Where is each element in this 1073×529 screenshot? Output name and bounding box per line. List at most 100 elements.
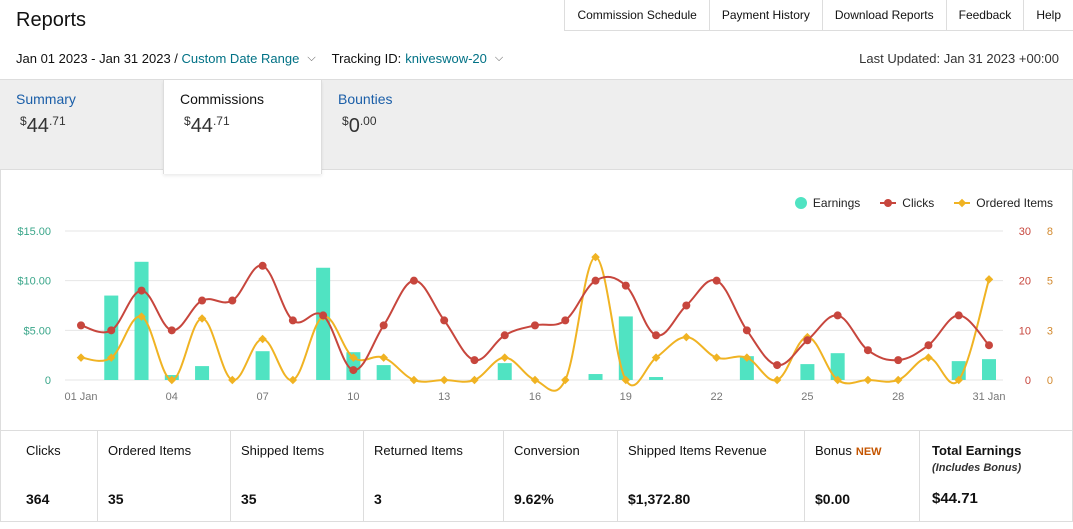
nav-payment-history[interactable]: Payment History [710,0,823,30]
clicks-point [379,321,388,330]
y-left-tick-label: 0 [45,375,51,387]
clicks-point [500,331,509,340]
tab-summary-label[interactable]: Summary [16,91,76,107]
chevron-down-icon[interactable]: ⌵ [494,52,504,64]
clicks-point [803,336,812,345]
stat-shipped-revenue-label: Shipped Items Revenue [628,443,767,458]
chevron-down-icon[interactable]: ⌵ [307,52,316,64]
stat-shipped-items-value: 35 [241,491,257,507]
x-tick-label: 22 [710,391,722,403]
ordered-items-point [167,375,177,385]
legend-clicks[interactable]: Clicks [880,196,934,210]
clicks-point [985,341,993,350]
tracking-id-label: Tracking ID: [331,51,402,66]
stat-bonus-value: $0.00 [815,491,851,507]
nav-download-reports[interactable]: Download Reports [823,0,947,30]
nav-feedback[interactable]: Feedback [947,0,1025,30]
legend-clicks-label: Clicks [902,196,935,210]
clicks-point [167,326,176,335]
earnings-bar [800,364,815,380]
earnings-bar [649,377,664,380]
clicks-point [409,276,418,285]
tab-bounties-label[interactable]: Bounties [338,91,393,107]
y-left-tick-label: $15.00 [17,226,51,238]
clicks-line [80,264,990,372]
earnings-bar [588,374,603,380]
legend-ordered-items[interactable]: Ordered Items [954,196,1053,210]
legend-ordered-items-label: Ordered Items [976,196,1053,210]
clicks-point [712,276,721,285]
stat-conversion-label: Conversion [514,443,580,458]
ordered-items-point [379,353,388,362]
chart-legend: Earnings Clicks Ordered Items [775,196,1053,210]
earnings-bar [255,351,270,380]
clicks-point [652,331,661,340]
stats-row: Clicks 364 Ordered Items 35 Shipped Item… [0,430,1073,522]
y-left-tick-label: $5.00 [23,325,51,337]
ordered-items-point [893,375,903,385]
legend-ordered-items-swatch [954,202,971,204]
clicks-point [894,356,903,365]
ordered-items-point [258,334,267,344]
x-tick-label: 01 Jan [64,391,97,403]
stat-returned-items-label: Returned Items [374,443,463,458]
x-tick-label: 13 [438,391,450,403]
legend-earnings[interactable]: Earnings [794,196,860,210]
x-tick-label: 19 [620,391,632,403]
clicks-point [773,361,782,370]
clicks-point [591,276,600,285]
clicks-point [621,281,630,290]
stat-total-earnings-value: $44.71 [932,490,978,507]
tab-bounties-amount: $0.00 [342,114,377,137]
ordered-items-point [742,353,752,362]
clicks-point [954,311,963,320]
stat-total-earnings-sublabel: (Includes Bonus) [932,462,1022,474]
page-title: Reports [16,9,87,31]
stat-shipped-items-label: Shipped Items [241,443,325,458]
x-tick-label: 28 [892,391,904,403]
stat-total-earnings: Total Earnings (Includes Bonus) $44.71 [920,431,1072,521]
y-right-clicks-tick-label: 20 [1019,276,1031,288]
nav-help[interactable]: Help [1036,8,1061,22]
tracking-id-dropdown[interactable]: kniveswow-20 [405,51,487,66]
stat-clicks-value: 364 [26,491,50,507]
x-tick-label: 04 [166,391,178,403]
clicks-point [682,301,691,310]
tab-bounties[interactable]: Bounties $0.00 [322,80,482,170]
ordered-items-point [409,375,419,385]
filter-bar: Jan 01 2023 - Jan 31 2023 / Custom Date … [16,51,519,66]
ordered-items-point [137,312,146,321]
earnings-bar [830,353,845,380]
y-left-tick-label: $10.00 [17,276,51,288]
earnings-bar [104,295,119,380]
date-range-dropdown[interactable]: Custom Date Range [181,51,300,66]
ordered-items-point [288,375,298,385]
y-right-items-tick-label: 3 [1047,325,1053,337]
legend-clicks-swatch [880,199,897,207]
nav-commission-schedule[interactable]: Commission Schedule [565,0,710,30]
ordered-items-point [439,375,449,385]
stat-returned-items-value: 3 [374,491,382,507]
clicks-point [531,321,539,330]
earnings-bar [739,356,754,380]
y-right-clicks-tick-label: 0 [1025,375,1031,387]
y-right-items-tick-label: 5 [1047,276,1053,288]
clicks-point [198,296,207,305]
ordered-items-point [682,332,691,342]
earnings-chart-panel: 0 $5.00 $10.00 $15.00 0 10 20 30 0 3 5 8 01 Jan 04 07 1… [0,170,1073,430]
ordered-items-point [863,375,873,385]
x-tick-label: 07 [256,391,268,403]
tab-summary[interactable]: Summary $44.71 [0,80,163,170]
clicks-point [924,341,933,350]
clicks-point [470,356,479,365]
y-right-items-tick-label: 0 [1047,375,1053,387]
clicks-point [228,296,237,305]
ordered-items-point [954,375,963,385]
ordered-items-point [530,375,540,385]
tab-commissions-amount: $44.71 [184,114,230,137]
stat-shipped-revenue-value: $1,372.80 [628,491,691,507]
tab-commissions[interactable]: Commissions $44.71 [163,80,322,174]
earnings-bar [376,365,391,380]
ordered-items-point [712,353,721,362]
clicks-point [77,321,85,330]
